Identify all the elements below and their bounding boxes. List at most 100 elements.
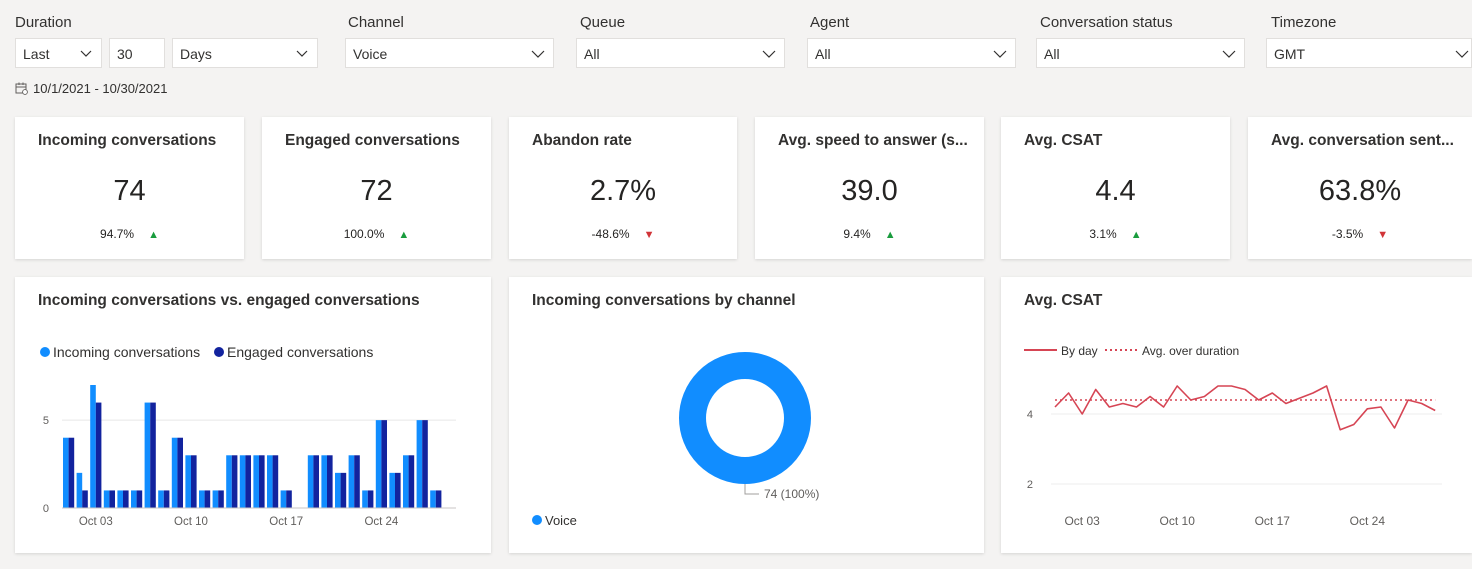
kpi-card-engaged[interactable]: Engaged conversations 72 100.0% ▲: [262, 117, 491, 259]
bar-incoming[interactable]: [362, 490, 368, 508]
bar-incoming[interactable]: [226, 455, 232, 508]
bar-incoming[interactable]: [212, 490, 219, 508]
bar-engaged[interactable]: [177, 437, 183, 508]
bar-engaged[interactable]: [231, 455, 238, 508]
bar-engaged[interactable]: [313, 455, 319, 508]
chart-title: Incoming conversations by channel: [532, 292, 796, 309]
kpi-card-speed-to-answer[interactable]: Avg. speed to answer (s... 39.0 9.4% ▲: [755, 117, 984, 259]
duration-mode-dropdown[interactable]: Last: [15, 38, 102, 68]
queue-value: All: [584, 46, 600, 62]
kpi-delta: -48.6% ▼: [509, 227, 737, 241]
bar-engaged[interactable]: [408, 455, 415, 508]
bar-incoming[interactable]: [239, 455, 246, 508]
bar-engaged[interactable]: [204, 490, 211, 508]
chart-card-by-channel[interactable]: Incoming conversations by channel 74 (10…: [509, 277, 984, 553]
bar-incoming[interactable]: [103, 490, 110, 508]
queue-filter: Queue: [580, 13, 625, 33]
y-tick-label: 5: [43, 415, 49, 427]
bar-incoming[interactable]: [267, 455, 273, 508]
chart-card-avg-csat[interactable]: Avg. CSAT By day Avg. over duration 2 4 Oc…: [1001, 277, 1472, 553]
bar-engaged[interactable]: [109, 490, 115, 508]
bar-incoming[interactable]: [171, 437, 178, 508]
bar-engaged[interactable]: [259, 455, 265, 508]
donut-chart: 74 (100%) Voice: [532, 352, 819, 528]
bar-incoming[interactable]: [403, 455, 409, 508]
bar-engaged[interactable]: [354, 455, 360, 508]
trend-up-icon: ▲: [884, 229, 896, 241]
bar-incoming[interactable]: [389, 472, 395, 508]
queue-dropdown[interactable]: All: [576, 38, 785, 68]
status-value: All: [1044, 46, 1060, 62]
kpi-card-incoming[interactable]: Incoming conversations 74 94.7% ▲: [15, 117, 244, 259]
bar-incoming[interactable]: [117, 490, 123, 508]
bar-engaged[interactable]: [340, 472, 347, 508]
kpi-delta: 3.1% ▲: [1001, 227, 1230, 241]
agent-value: All: [815, 46, 831, 62]
bar-incoming[interactable]: [307, 455, 314, 508]
agent-label: Agent: [810, 14, 850, 31]
bar-engaged[interactable]: [286, 490, 292, 508]
donut-slice-voice[interactable]: [679, 352, 811, 484]
duration-unit-dropdown[interactable]: Days: [172, 38, 318, 68]
status-dropdown[interactable]: All: [1036, 38, 1245, 68]
bar-incoming[interactable]: [375, 420, 382, 508]
x-tick-label: Oct 17: [269, 516, 303, 528]
bar-incoming[interactable]: [280, 490, 287, 508]
trend-down-icon: ▼: [643, 229, 655, 241]
bar-incoming[interactable]: [90, 385, 96, 508]
chart-card-incoming-vs-engaged[interactable]: Incoming conversations vs. engaged conve…: [15, 277, 491, 553]
bar-engaged[interactable]: [367, 490, 374, 508]
x-tick-label: Oct 24: [364, 516, 398, 528]
bar-engaged[interactable]: [435, 490, 442, 508]
kpi-title: Avg. speed to answer (s...: [778, 132, 968, 149]
kpi-title: Incoming conversations: [38, 132, 217, 149]
bar-engaged[interactable]: [327, 455, 333, 508]
bar-engaged[interactable]: [381, 420, 387, 508]
bar-engaged[interactable]: [163, 490, 170, 508]
bar-engaged[interactable]: [82, 490, 88, 508]
slice-label: 74 (100%): [764, 487, 819, 501]
bar-incoming[interactable]: [253, 455, 259, 508]
bar-incoming[interactable]: [144, 402, 151, 508]
bar-incoming[interactable]: [430, 490, 436, 508]
x-tick-label: Oct 17: [1255, 514, 1291, 528]
kpi-value: 72: [360, 175, 393, 207]
trend-down-icon: ▼: [1377, 229, 1389, 241]
bar-engaged[interactable]: [150, 402, 156, 508]
date-range: 10/1/2021 - 10/30/2021: [15, 81, 167, 96]
timezone-dropdown[interactable]: GMT: [1266, 38, 1472, 68]
bar-engaged[interactable]: [272, 455, 279, 508]
bar-engaged[interactable]: [245, 455, 251, 508]
bar-incoming[interactable]: [199, 490, 205, 508]
series-line-by-day[interactable]: [1054, 385, 1436, 431]
bar-incoming[interactable]: [348, 455, 355, 508]
bar-incoming[interactable]: [158, 490, 164, 508]
duration-count-input[interactable]: 30: [109, 38, 165, 68]
channel-dropdown[interactable]: Voice: [345, 38, 554, 68]
bar-incoming[interactable]: [185, 455, 191, 508]
bar-incoming[interactable]: [335, 472, 341, 508]
bar-incoming[interactable]: [63, 437, 69, 508]
kpi-card-abandon-rate[interactable]: Abandon rate 2.7% -48.6% ▼: [509, 117, 737, 259]
bar-engaged[interactable]: [218, 490, 224, 508]
bar-engaged[interactable]: [191, 455, 197, 508]
legend-avg-label: Avg. over duration: [1142, 344, 1239, 358]
bar-engaged[interactable]: [136, 490, 143, 508]
kpi-delta: 100.0% ▲: [262, 227, 491, 241]
bar-engaged[interactable]: [95, 402, 102, 508]
status-filter: Conversation status: [1040, 13, 1173, 33]
bar-engaged[interactable]: [68, 437, 75, 508]
bar-incoming[interactable]: [76, 472, 83, 508]
bar-incoming[interactable]: [416, 420, 423, 508]
kpi-card-csat[interactable]: Avg. CSAT 4.4 3.1% ▲: [1001, 117, 1230, 259]
kpi-card-sentiment[interactable]: Avg. conversation sent... 63.8% -3.5% ▼: [1248, 117, 1472, 259]
agent-dropdown[interactable]: All: [807, 38, 1016, 68]
bar-incoming[interactable]: [321, 455, 327, 508]
bar-engaged[interactable]: [123, 490, 129, 508]
y-tick-label: 0: [43, 503, 49, 515]
channel-label: Channel: [348, 14, 404, 31]
bar-incoming[interactable]: [131, 490, 137, 508]
bar-engaged[interactable]: [422, 420, 428, 508]
bar-engaged[interactable]: [395, 472, 401, 508]
x-tick-label: Oct 24: [1350, 514, 1386, 528]
